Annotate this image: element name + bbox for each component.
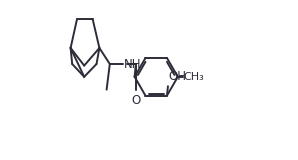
Text: O: O xyxy=(131,94,140,107)
Text: NH: NH xyxy=(123,57,141,71)
Text: OH: OH xyxy=(168,70,186,83)
Text: CH₃: CH₃ xyxy=(184,72,204,82)
